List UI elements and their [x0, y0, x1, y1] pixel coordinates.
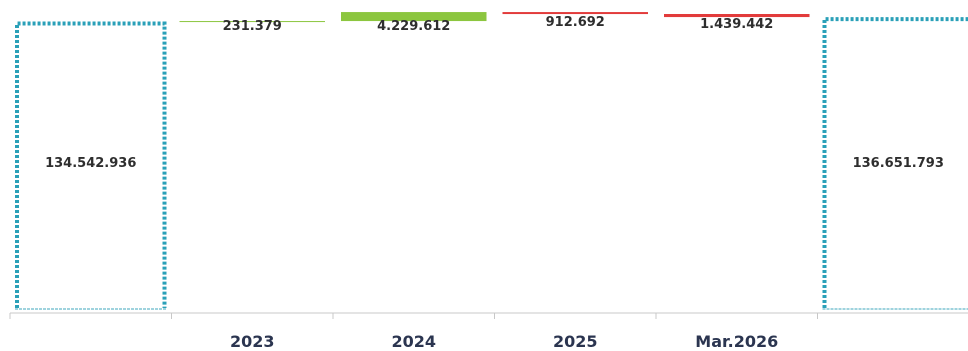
- category-label: Mar.2026: [695, 332, 778, 351]
- start-total-value-label: 134.542.936: [45, 156, 136, 171]
- category-label: 2024: [391, 332, 436, 351]
- step-bar-2025: [502, 12, 648, 15]
- step-value-label: 231.379: [223, 19, 282, 34]
- start-total-bar: [15, 21, 167, 308]
- value-labels-group: 134.542.936 231.379 4.229.612 912.692 1.439.…: [45, 15, 944, 171]
- step-bar-2023: [179, 21, 325, 23]
- step-bar-2024: [341, 12, 487, 22]
- x-axis-ticks: [9, 313, 818, 319]
- end-total-bar: [822, 17, 968, 308]
- step-value-label: 1.439.442: [700, 17, 773, 32]
- step-value-label: 912.692: [546, 15, 605, 30]
- category-label: 2025: [553, 332, 598, 351]
- bars-group: [15, 12, 968, 310]
- step-value-label: 4.229.612: [377, 19, 450, 34]
- end-total-value-label: 136.651.793: [853, 156, 944, 171]
- category-labels-group: 2023 2024 2025 Mar.2026: [230, 332, 778, 351]
- step-bar-mar-2026: [664, 13, 810, 18]
- category-label: 2023: [230, 332, 275, 351]
